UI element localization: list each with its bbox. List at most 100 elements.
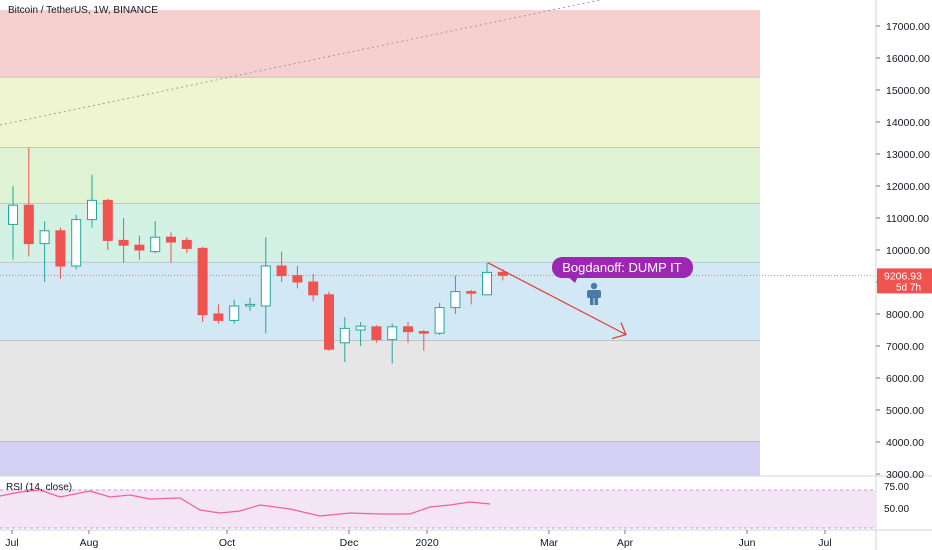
price-tick-label: 17000.00	[886, 21, 930, 33]
candle-body-up	[150, 236, 161, 253]
candle-body-up	[229, 305, 240, 321]
candle	[403, 322, 413, 343]
current-price-label: 9206.93 5d 7h	[877, 268, 932, 294]
candles	[8, 147, 508, 364]
candle-body-down	[197, 247, 208, 316]
candle	[134, 235, 145, 260]
candle-body-down	[102, 199, 113, 241]
candle-body-down	[276, 265, 287, 277]
candle-body-down	[118, 239, 129, 246]
price-tick-label: 11000.00	[886, 213, 929, 225]
candle-body-up	[339, 327, 350, 344]
annotation-callout[interactable]: Bogdanoff: DUMP IT	[552, 257, 693, 283]
price-tick-label: 4000.00	[886, 437, 924, 449]
price-tick-label: 8000.00	[886, 309, 924, 321]
price-zone-6	[0, 340, 760, 442]
price-zone-3	[0, 147, 760, 204]
candle	[466, 290, 477, 305]
projection-line[interactable]	[487, 262, 627, 336]
candle	[260, 237, 271, 334]
rsi-band	[0, 490, 876, 528]
candle-body-up	[355, 325, 366, 331]
time-tick-label: Jul	[818, 537, 831, 549]
annotation-text: Bogdanoff: DUMP IT	[562, 260, 682, 275]
candle-body-down	[324, 294, 334, 350]
candle	[166, 232, 176, 263]
candle	[213, 304, 224, 324]
candle-body-down	[418, 331, 429, 334]
price-tick-label: 7000.00	[886, 341, 924, 353]
rsi-label: RSI (14, close)	[6, 482, 72, 493]
candle-body-down	[55, 230, 66, 267]
candle	[245, 298, 255, 311]
price-tick-label: 15000.00	[886, 85, 930, 97]
candle-body-up	[8, 204, 18, 225]
price-tick-label: 5000.00	[886, 405, 924, 417]
time-axis[interactable]: Jul Aug Oct Dec 2020 Mar Apr Jun Jul	[5, 530, 832, 549]
candle-body-up	[387, 326, 398, 341]
chart-title: Bitcoin / TetherUS, 1W, BINANCE	[8, 5, 158, 16]
price-zones	[0, 10, 760, 476]
candle-body-down	[213, 313, 224, 321]
candle-body-down	[308, 281, 319, 296]
candle-body-down	[371, 326, 382, 341]
rsi-line	[0, 489, 491, 517]
candle-body-down	[292, 275, 303, 283]
candle	[197, 246, 208, 322]
candle	[87, 174, 97, 228]
projection-arrow[interactable]	[487, 262, 627, 340]
candle	[71, 214, 82, 270]
candle	[229, 299, 240, 324]
candle-body-up	[39, 230, 50, 245]
candle	[102, 198, 113, 250]
time-tick-label: Dec	[340, 537, 359, 549]
price-tick-label: 14000.00	[886, 117, 930, 129]
candle	[482, 262, 492, 296]
candle-body-up	[482, 271, 492, 296]
candle	[23, 147, 34, 257]
time-tick-label: Jun	[739, 537, 756, 549]
price-zone-7	[0, 441, 760, 476]
candle-body-down	[181, 239, 192, 249]
candle-body-down	[497, 271, 508, 276]
candle	[450, 275, 461, 314]
candle-body-down	[403, 326, 413, 333]
candle	[434, 302, 445, 335]
time-tick-label: Jul	[5, 537, 18, 549]
time-tick-label: 2020	[415, 537, 439, 549]
current-price-value: 9206.93	[884, 270, 922, 282]
candle-body-down	[23, 204, 34, 245]
projection-arrowhead	[611, 322, 627, 340]
candle	[118, 218, 129, 263]
candle-body-up	[71, 219, 82, 267]
candle	[387, 323, 398, 364]
price-axis[interactable]: 17000.00 16000.00 15000.00 14000.00 13000.00…	[876, 21, 930, 481]
candle	[276, 251, 287, 282]
candle-body-up	[245, 303, 255, 307]
person-icon	[587, 282, 601, 305]
annotation-bubble[interactable]	[552, 257, 693, 278]
candle-body-down	[134, 244, 145, 251]
price-tick-label: 6000.00	[886, 373, 924, 385]
price-zone-4	[0, 203, 760, 263]
candle-body-up	[434, 307, 445, 334]
candle	[292, 266, 303, 289]
price-zone-1	[0, 10, 760, 78]
time-tick-label: Apr	[617, 537, 634, 549]
trend-line[interactable]	[0, 0, 601, 126]
price-tick-label: 12000.00	[886, 181, 930, 193]
candle	[339, 317, 350, 362]
candle-body-up	[87, 199, 97, 221]
candle	[324, 291, 334, 351]
candle	[418, 330, 429, 351]
candle	[181, 237, 192, 254]
candle-body-down	[466, 291, 477, 294]
time-tick-label: Mar	[540, 537, 559, 549]
candle	[371, 325, 382, 343]
time-tick-label: Aug	[80, 537, 99, 549]
candle	[55, 227, 66, 279]
candle	[8, 186, 18, 260]
candle-body-up	[450, 291, 461, 309]
candle	[355, 322, 366, 346]
